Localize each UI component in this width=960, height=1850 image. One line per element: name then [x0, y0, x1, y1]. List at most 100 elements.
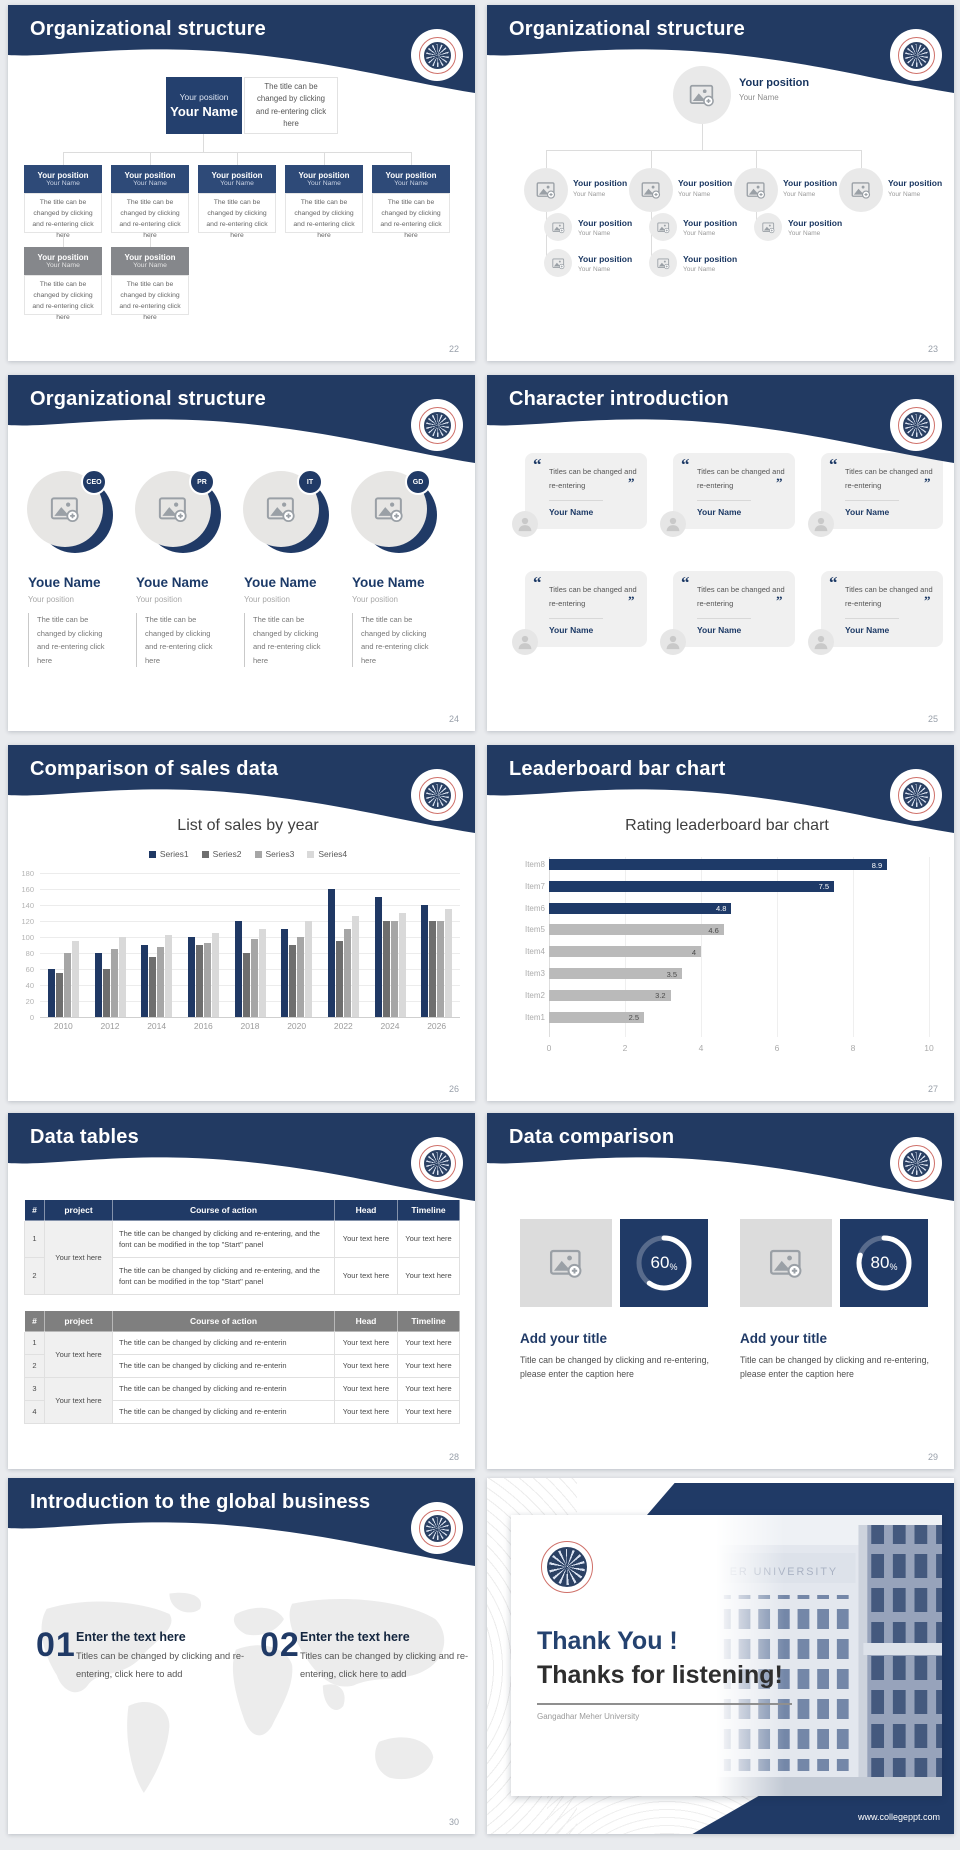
- slide-25-character-introduction[interactable]: “Titles can be changed and re-entering” Y…: [487, 375, 954, 731]
- person-icon: [516, 633, 534, 651]
- logo-core: [423, 781, 451, 809]
- logo-ring: [897, 406, 935, 444]
- org-node-name: Your Name: [133, 180, 167, 187]
- legend-swatch: [307, 850, 315, 858]
- table-row: 4 The title can be changed by clicking an…: [24, 1400, 460, 1424]
- data-tables-area: # project Course of action Head Timeline 1 You…: [8, 1113, 475, 1469]
- table-row: 1 Your text here The title can be changed …: [24, 1331, 460, 1378]
- profile-badge: CEO: [81, 469, 107, 495]
- org-node-caption: The title can be changed by clicking and…: [372, 193, 450, 239]
- quote-author: Your Name: [845, 507, 890, 517]
- quote-author: Your Name: [697, 625, 742, 635]
- y-tick-label: 180: [21, 869, 34, 878]
- university-name: Gangadhar Meher University: [537, 1712, 640, 1721]
- y-category-label: Item5: [524, 925, 545, 935]
- quote-text: Titles can be changed and re-entering: [549, 585, 637, 608]
- bar: [335, 941, 343, 1017]
- logo-ring: [897, 36, 935, 74]
- x-tick-label: 2018: [240, 1021, 260, 1031]
- divider: [697, 500, 751, 501]
- slide-29-data-comparison[interactable]: 60% Add your title Title can be changed by…: [487, 1113, 954, 1469]
- divider: [697, 618, 751, 619]
- navy-right-strip: [940, 1483, 954, 1813]
- org-root-position: Your position: [179, 92, 229, 102]
- column-header: #: [24, 1310, 45, 1332]
- org-node-position: Your position: [788, 218, 843, 228]
- gridline: [40, 888, 460, 890]
- bar: [437, 921, 445, 1017]
- bar: [141, 945, 149, 1017]
- org-root-name: Your Name: [170, 104, 238, 119]
- logo-core: [902, 1149, 930, 1177]
- slide-title: Organizational structure: [509, 18, 745, 40]
- cell-number: 3: [24, 1377, 45, 1401]
- slide-30-global-business[interactable]: 01 Enter the text here Titles can be chang…: [8, 1478, 475, 1834]
- y-tick-label: 140: [21, 901, 34, 910]
- cell-head: Your text here: [334, 1400, 398, 1424]
- slide-24-organizational-structure[interactable]: CEO Youe Name Your position The title can b…: [8, 375, 475, 731]
- image-placeholder-icon: [552, 257, 565, 270]
- slide-28-data-tables[interactable]: # project Course of action Head Timeline 1 You…: [8, 1113, 475, 1469]
- org-photo-circle-small: [649, 213, 677, 241]
- logo-core: [902, 411, 930, 439]
- org-node-position: Your position: [678, 178, 733, 188]
- image-placeholder-icon: [552, 221, 565, 234]
- bar: 3.2: [549, 989, 671, 1001]
- step-heading: Enter the text here: [300, 1630, 410, 1644]
- image-placeholder-icon: [641, 180, 661, 200]
- quote-cards: “Titles can be changed and re-entering” Y…: [487, 375, 954, 731]
- y-category-label: Item4: [524, 947, 545, 957]
- item-title: Add your title: [520, 1331, 607, 1346]
- connector-line: [546, 212, 547, 263]
- org-node-position: Your position: [578, 254, 633, 264]
- university-logo-large: [535, 1535, 599, 1599]
- legend-label: Series2: [212, 849, 242, 859]
- org-photo-circle-small: [754, 213, 782, 241]
- legend-label: Series1: [159, 849, 189, 859]
- cell-timeline: Your text here: [397, 1377, 460, 1401]
- bar: [429, 921, 437, 1017]
- cell-head: Your text here: [334, 1257, 398, 1295]
- donut-box: 80%: [840, 1219, 928, 1307]
- logo-core: [423, 41, 451, 69]
- slide-23-organizational-structure[interactable]: Your position Your Name Your position Your …: [487, 5, 954, 361]
- org-root-box: Your position Your Name: [166, 77, 242, 134]
- org-node-name: Your Name: [46, 262, 80, 269]
- gridline: [40, 984, 460, 986]
- y-category-label: Item6: [524, 903, 545, 913]
- slide-26-sales-bar-chart[interactable]: List of sales by year Series1 Series2 Serie…: [8, 745, 475, 1101]
- footer-url[interactable]: www.collegeppt.com: [857, 1812, 940, 1822]
- x-tick-label: 2022: [333, 1021, 353, 1031]
- bar: [250, 938, 258, 1017]
- quote-author: Your Name: [845, 625, 890, 635]
- x-tick-label: 2: [622, 1043, 628, 1053]
- slide-31-thank-you[interactable]: www.collegeppt.com ER UNIVERSITY: [487, 1478, 954, 1834]
- cell-course: The title can be changed by clicking and…: [112, 1257, 335, 1295]
- slide-number: 22: [448, 344, 459, 354]
- slide-22-organizational-structure[interactable]: Your position Your Name The title can be c…: [8, 5, 475, 361]
- image-placeholder-icon: [158, 494, 188, 524]
- org-node-box: Your position Your Name: [24, 165, 102, 193]
- gridline: [40, 904, 460, 906]
- slide-27-leaderboard-chart[interactable]: Rating leaderboard bar chart 0 2 4 6 8 10 Item8…: [487, 745, 954, 1101]
- legend-item: Series4: [307, 849, 347, 859]
- column-header: Head: [334, 1310, 398, 1332]
- org-node-position: Your position: [124, 253, 176, 262]
- table-row: 3 Your text here The title can be changed …: [24, 1377, 460, 1424]
- logo-ring: [418, 406, 456, 444]
- bar: [351, 916, 359, 1017]
- bar: 3.5: [549, 968, 682, 979]
- cell-number: 2: [24, 1257, 45, 1295]
- divider: [549, 500, 603, 501]
- slide-number: 30: [448, 1817, 459, 1827]
- profile-position: Your position: [244, 595, 290, 604]
- bar: [234, 921, 242, 1017]
- org-node-name: Your Name: [678, 191, 711, 198]
- y-tick-label: 20: [25, 997, 34, 1006]
- quote-card: “ Titles can be changed and re-entering” Y…: [525, 453, 647, 529]
- quote-card: “ Titles can be changed and re-entering” Y…: [525, 571, 647, 647]
- avatar: [512, 629, 538, 655]
- y-category-label: Item1: [524, 1012, 545, 1022]
- profile-position: Your position: [28, 595, 74, 604]
- profile-caption: The title can be changed by clicking and…: [244, 613, 330, 667]
